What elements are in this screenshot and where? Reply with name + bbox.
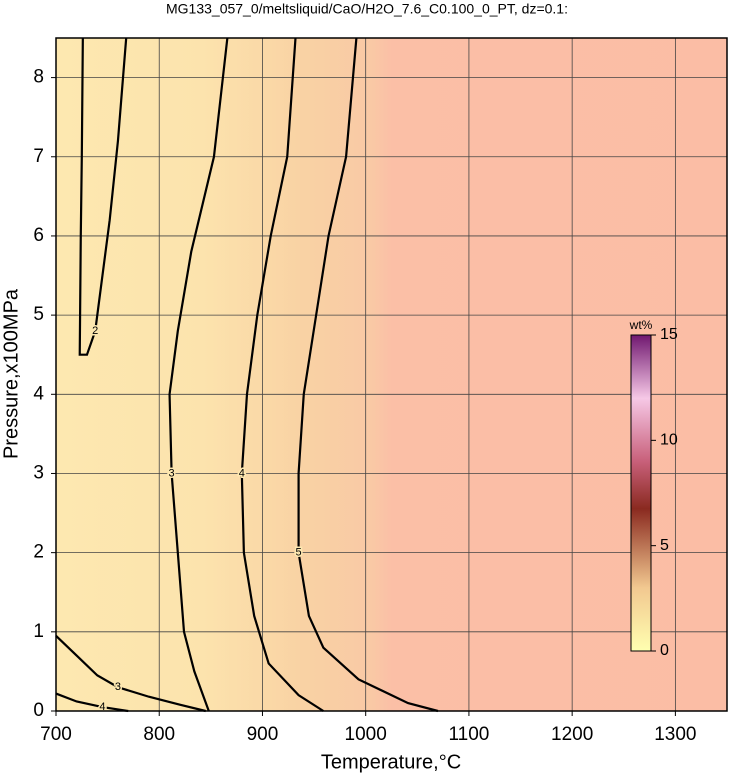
x-tick-label: 900 <box>247 724 279 745</box>
y-tick-label: 4 <box>33 383 44 404</box>
y-axis-label: Pressure,x100MPa <box>0 288 22 459</box>
colorbar <box>630 334 652 652</box>
contour-line <box>55 634 206 713</box>
plot-background <box>56 38 727 711</box>
colorbar-tick-label: 10 <box>660 432 678 449</box>
contour-line <box>168 37 229 712</box>
y-tick-label: 8 <box>33 67 44 88</box>
y-tick-label: 7 <box>33 146 44 167</box>
colorbar-tick-label: 0 <box>660 642 669 659</box>
contour-label: 4 <box>99 701 105 713</box>
contour-line <box>55 692 129 713</box>
x-tick-label: 1200 <box>551 724 593 745</box>
x-axis-label: Temperature,°C <box>321 751 461 773</box>
colorbar-label: wt% <box>629 318 653 332</box>
x-tick-label: 800 <box>143 724 175 745</box>
contour-label: 3 <box>169 467 175 479</box>
chart-title: MG133_057_0/meltsliquid/CaO/H2O_7.6_C0.1… <box>166 1 568 17</box>
colorbar-tick-label: 15 <box>660 326 678 343</box>
x-tick-label: 700 <box>40 724 72 745</box>
contour-label: 2 <box>92 325 98 337</box>
x-tick-label: 1300 <box>654 724 696 745</box>
x-tick-label: 1100 <box>448 724 489 745</box>
x-tick-label: 1000 <box>345 724 387 745</box>
plot-frame <box>55 37 728 712</box>
contour-label: 4 <box>239 467 245 479</box>
y-tick-label: 0 <box>33 700 44 721</box>
y-tick-label: 5 <box>33 304 44 325</box>
y-tick-label: 2 <box>33 542 44 563</box>
contour-label: 5 <box>296 547 302 559</box>
colorbar-tick-label: 5 <box>660 537 669 554</box>
contour-label: 3 <box>115 681 121 693</box>
y-tick-label: 1 <box>33 621 44 642</box>
contour-line <box>240 37 324 712</box>
y-tick-label: 3 <box>33 462 44 483</box>
y-tick-label: 6 <box>33 225 44 246</box>
contour-line <box>297 37 439 713</box>
contour-line <box>78 37 128 356</box>
